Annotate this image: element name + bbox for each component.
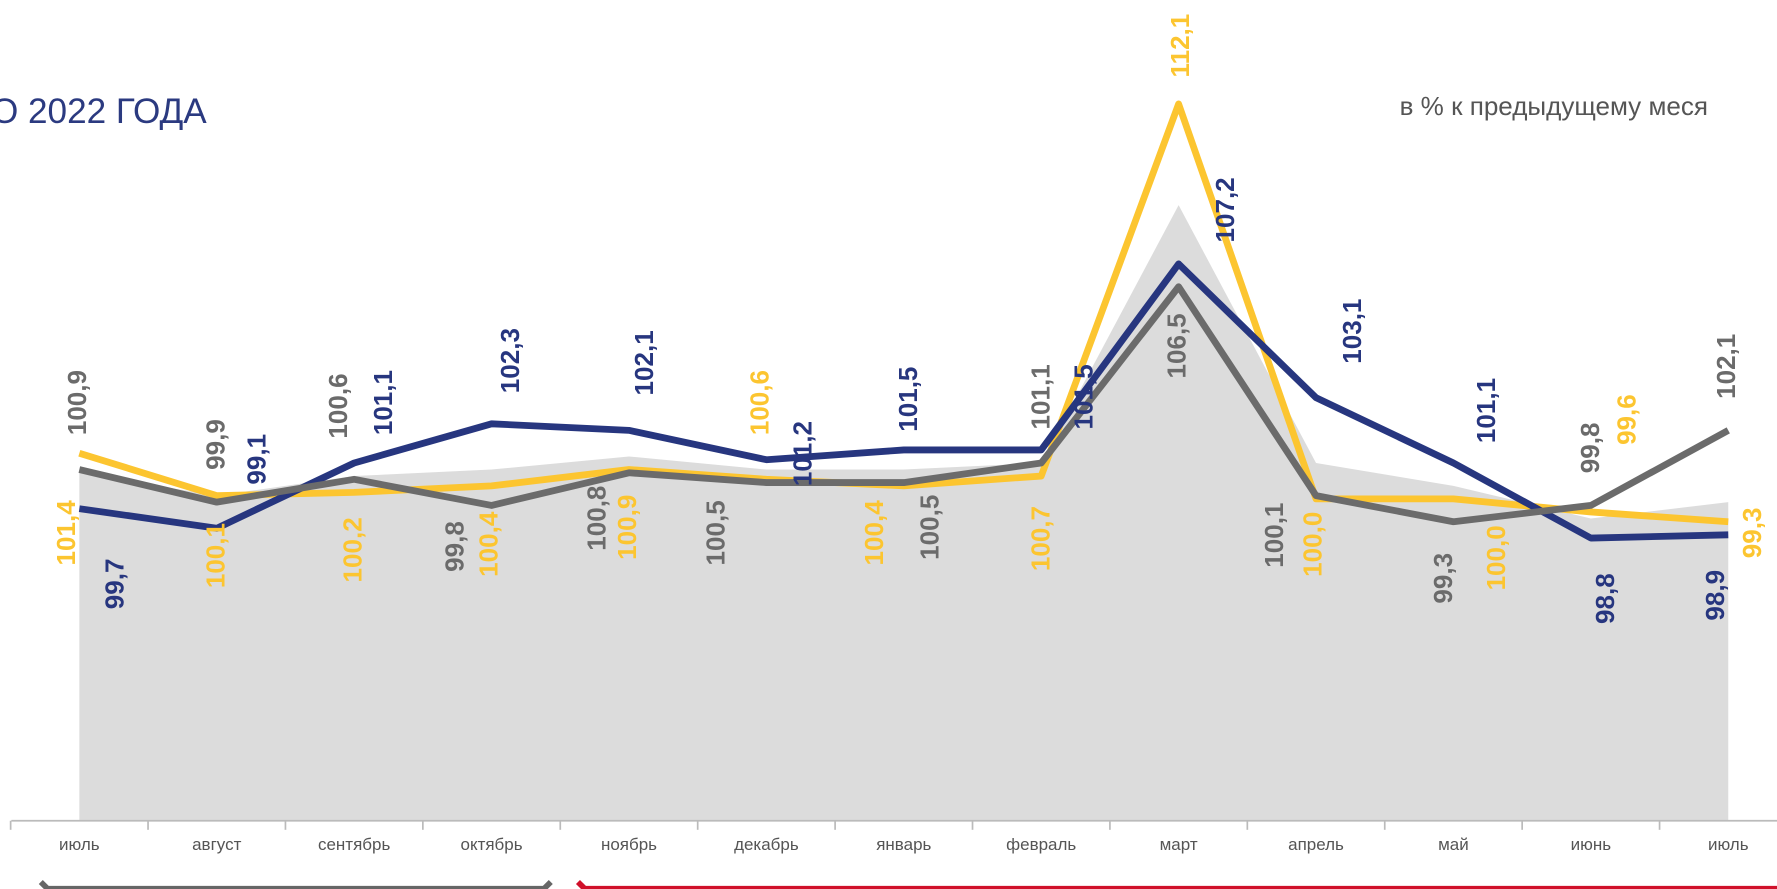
data-label: 100,6 [744,370,774,435]
data-label: 99,3 [1428,553,1458,604]
area [79,205,1729,821]
chart-title: О 2022 ГОДА [0,92,207,131]
data-label: 112,1 [1165,14,1195,78]
x-tick-label: июль [1708,835,1749,854]
data-label: 99,9 [200,419,230,470]
data-label: 102,3 [495,328,525,393]
data-label: 100,6 [323,373,353,438]
data-label: 98,8 [1590,573,1620,624]
data-label: 103,1 [1337,299,1367,364]
data-label: 101,4 [51,500,81,566]
data-label: 99,7 [100,559,130,610]
x-tick-label: июль [59,835,100,854]
x-tick-label: март [1160,835,1198,854]
x-tick-label: июнь [1571,835,1612,854]
data-label: 100,1 [200,523,230,588]
data-label: 99,3 [1737,508,1767,559]
x-tick-label: октябрь [461,835,523,854]
data-label: 101,1 [368,370,398,435]
x-tick-label: февраль [1006,835,1076,854]
data-label: 100,1 [1259,503,1289,568]
data-label: 100,8 [581,486,611,551]
data-label: 100,4 [859,500,889,566]
data-label: 101,2 [788,421,818,486]
data-label: 101,5 [1069,364,1099,429]
data-label: 101,1 [1471,378,1501,443]
x-tick-label: май [1438,835,1469,854]
x-tick-label: апрель [1288,835,1344,854]
data-label: 101,1 [1026,364,1056,429]
x-tick-label: январь [876,835,931,854]
x-tick-label: ноябрь [601,835,657,854]
data-label: 100,0 [1298,512,1328,577]
brackets [38,879,1777,889]
x-tick-label: декабрь [734,835,799,854]
subtitle: в % к предыдущему меся [1400,91,1708,121]
line [78,260,1729,542]
data-label: 101,5 [893,367,923,432]
data-label: 99,8 [440,521,470,572]
data-label: 100,5 [914,495,944,560]
data-label: 99,6 [1611,394,1641,445]
data-label: 100,7 [1026,506,1056,571]
data-label: 106,5 [1162,313,1192,378]
line [78,283,1730,526]
data-label: 100,5 [700,500,730,565]
data-label: 100,0 [1481,525,1511,590]
data-label: 99,8 [1575,423,1605,474]
data-label: 102,1 [1711,334,1741,399]
x-tick-label: сентябрь [318,835,390,854]
data-label: 98,9 [1700,570,1730,621]
line [78,100,1729,526]
data-label: 100,2 [338,517,368,582]
data-label: 102,1 [629,330,659,395]
data-label: 100,9 [612,495,642,560]
data-label: 99,1 [241,434,271,485]
data-label: 100,9 [62,370,92,435]
x-tick-label: август [192,835,241,854]
data-label: 100,4 [474,511,504,577]
data-label: 107,2 [1210,177,1240,242]
